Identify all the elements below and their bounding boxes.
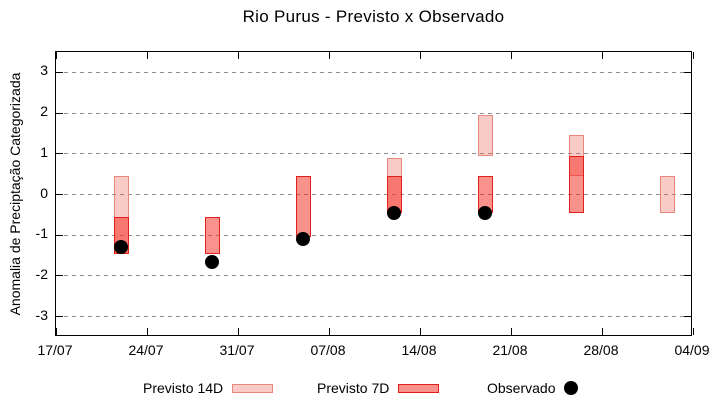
y-tick-label: -1	[35, 225, 48, 242]
previsto-7d-bar	[568, 155, 584, 213]
x-tick	[146, 52, 148, 59]
x-tick	[601, 328, 603, 335]
x-tick	[692, 52, 694, 59]
gridline	[56, 194, 691, 195]
x-tick	[510, 52, 512, 59]
previsto-14d-bar	[659, 176, 675, 213]
legend-swatch-observado	[564, 381, 579, 395]
y-tick-label: 3	[40, 62, 48, 79]
legend-item-previsto-7d: Previsto 7D	[317, 379, 440, 397]
x-tick	[146, 328, 148, 335]
x-tick-label: 07/08	[310, 342, 346, 358]
y-tick	[684, 234, 691, 236]
y-tick	[56, 275, 63, 277]
previsto-14d-bar	[477, 115, 493, 156]
x-tick-label: 17/07	[37, 342, 73, 358]
y-tick-label: 1	[40, 143, 48, 160]
plot-area	[55, 51, 694, 336]
y-tick	[56, 71, 63, 73]
y-tick	[56, 316, 63, 318]
x-tick	[601, 52, 603, 59]
y-tick	[684, 112, 691, 114]
x-tick-label: 24/07	[128, 342, 164, 358]
x-tick	[328, 328, 330, 335]
previsto-7d-bar	[295, 176, 311, 238]
x-tick-label: 04/09	[674, 342, 710, 358]
gridline	[56, 153, 691, 155]
x-tick-label: 31/07	[219, 342, 255, 358]
y-tick	[56, 153, 63, 155]
x-tick	[237, 328, 239, 335]
legend-label-previsto-14d: Previsto 14D	[143, 380, 224, 396]
y-tick	[56, 194, 63, 195]
x-tick	[510, 328, 512, 335]
x-tick-label: 21/08	[492, 342, 528, 358]
previsto-7d-bar	[204, 216, 220, 254]
observado-dot	[296, 232, 310, 247]
legend-label-observado: Observado	[487, 380, 556, 396]
legend-swatch-previsto-7d	[398, 383, 440, 393]
y-tick	[56, 112, 63, 114]
y-tick-label: -3	[35, 306, 48, 323]
legend-item-previsto-14d: Previsto 14D	[143, 379, 274, 397]
x-tick-label: 28/08	[583, 342, 619, 358]
x-tick	[419, 328, 421, 335]
y-tick-label: 2	[40, 103, 48, 120]
x-tick	[419, 52, 421, 59]
x-tick	[328, 52, 330, 59]
chart-title: Rio Purus - Previsto x Observado	[242, 7, 505, 26]
x-tick	[692, 328, 694, 335]
x-tick-label: 14/08	[401, 342, 437, 358]
y-tick	[684, 316, 691, 318]
gridline	[56, 112, 691, 114]
legend-item-observado: Observado	[487, 379, 579, 397]
y-tick	[684, 153, 691, 155]
gridline	[56, 234, 691, 236]
y-tick	[684, 71, 691, 73]
gridline	[56, 316, 691, 318]
y-tick-label: -2	[35, 265, 48, 282]
observado-dot	[387, 205, 401, 220]
y-tick	[56, 234, 63, 236]
legend-swatch-previsto-14d	[232, 383, 274, 393]
x-tick	[55, 328, 57, 335]
y-tick	[684, 275, 691, 277]
x-tick	[55, 52, 57, 59]
observado-dot	[114, 240, 128, 255]
observado-dot	[478, 205, 492, 220]
legend-label-previsto-7d: Previsto 7D	[317, 380, 390, 396]
x-tick	[237, 52, 239, 59]
gridline	[56, 275, 691, 277]
y-tick	[684, 194, 691, 195]
gridline	[56, 71, 691, 73]
observado-dot	[205, 254, 219, 269]
y-tick-label: 0	[40, 184, 48, 201]
